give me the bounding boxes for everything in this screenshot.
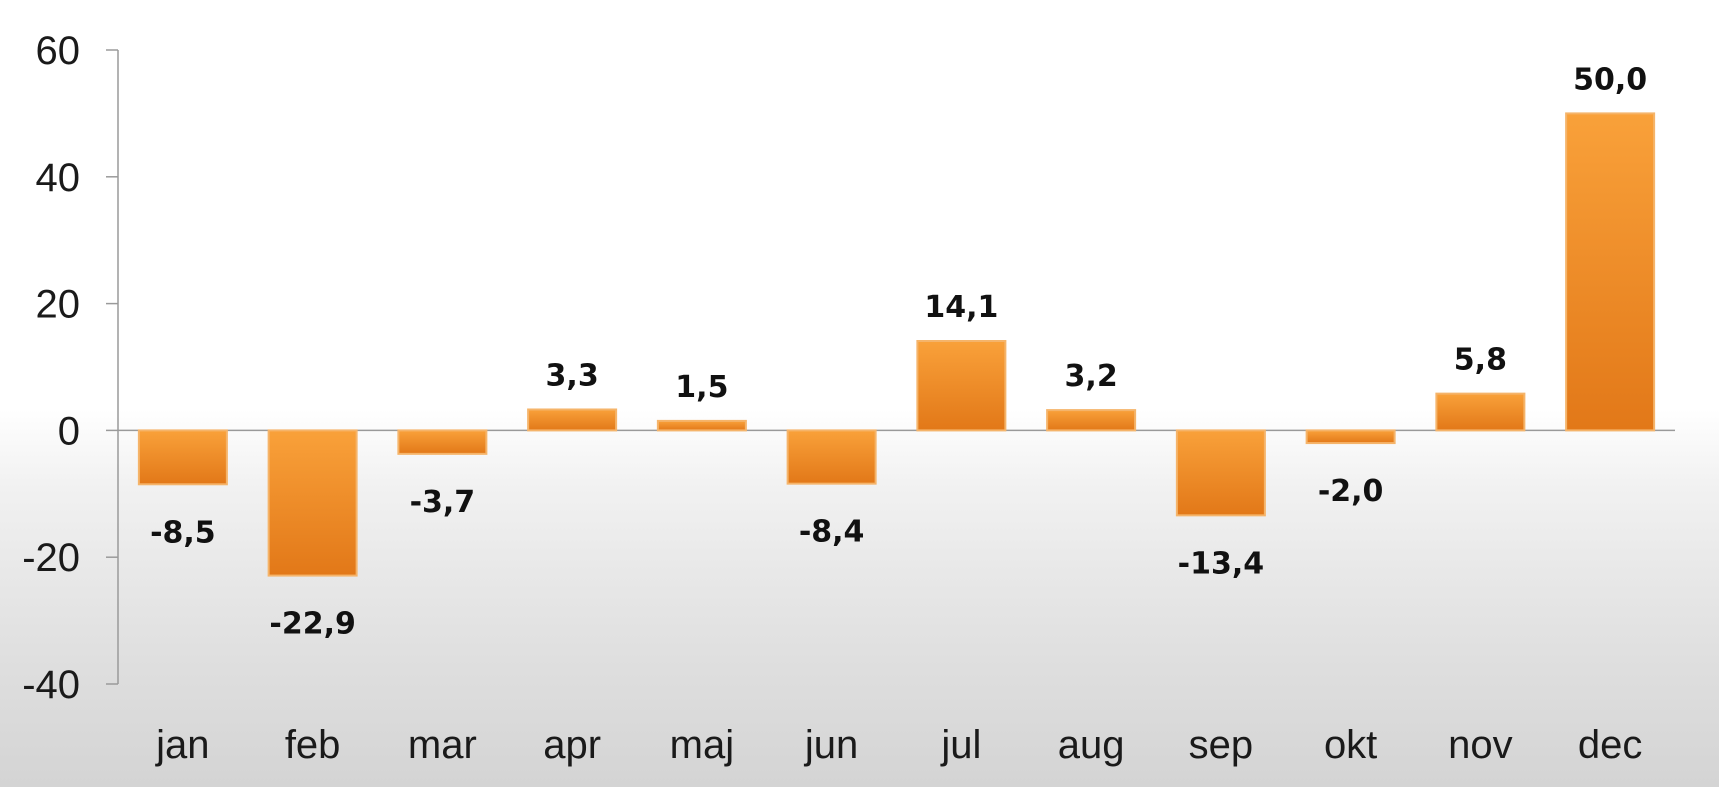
data-label-feb: -22,9 <box>269 607 355 642</box>
labels: -8,5 jan -22,9 feb -3,7 mar 3,3 apr 1,5 maj -8,4 ju… <box>150 62 1647 767</box>
bars <box>137 112 1656 577</box>
x-tick-label-mar: mar <box>408 723 477 767</box>
bar-aug <box>1046 409 1137 432</box>
y-tick-label: 60 <box>36 29 81 73</box>
x-tick-label-okt: okt <box>1324 723 1377 767</box>
bar-maj <box>656 419 747 432</box>
x-tick-label-maj: maj <box>670 723 734 767</box>
data-label-jul: 14,1 <box>924 290 998 325</box>
y-tick-label: 40 <box>36 156 81 200</box>
data-label-mar: -3,7 <box>410 485 476 520</box>
bar-dec <box>1565 112 1656 432</box>
bar-jul <box>916 340 1007 432</box>
bar-feb <box>267 429 358 577</box>
bar-apr <box>527 408 618 432</box>
x-tick-label-nov: nov <box>1448 723 1513 767</box>
data-label-okt: -2,0 <box>1318 474 1384 509</box>
data-label-nov: 5,8 <box>1454 343 1507 378</box>
y-tick-label: 0 <box>58 409 80 453</box>
bar-nov <box>1435 392 1526 432</box>
x-tick-label-apr: apr <box>543 723 601 767</box>
x-tick-label-jul: jul <box>940 723 981 767</box>
bar-jun <box>786 429 877 485</box>
x-tick-label-aug: aug <box>1058 723 1125 767</box>
y-tick-label: -40 <box>22 663 80 707</box>
x-tick-label-sep: sep <box>1189 723 1254 767</box>
data-label-maj: 1,5 <box>675 370 728 405</box>
x-tick-label-feb: feb <box>285 723 341 767</box>
data-label-jun: -8,4 <box>799 515 865 550</box>
data-label-sep: -13,4 <box>1178 546 1264 581</box>
data-label-apr: 3,3 <box>546 358 599 393</box>
bar-okt <box>1305 429 1396 445</box>
y-tick-label: 20 <box>36 283 81 327</box>
data-label-jan: -8,5 <box>150 515 216 550</box>
x-tick-label-dec: dec <box>1578 723 1643 767</box>
y-tick-label: -20 <box>22 536 80 580</box>
x-tick-label-jan: jan <box>155 723 209 767</box>
axes: -40 -20 0 20 40 60 <box>22 29 1675 707</box>
data-label-dec: 50,0 <box>1573 62 1647 97</box>
bar-mar <box>397 429 488 455</box>
bar-jan <box>137 429 228 486</box>
x-tick-label-jun: jun <box>804 723 858 767</box>
bar-sep <box>1175 429 1266 517</box>
data-label-aug: 3,2 <box>1065 359 1118 394</box>
